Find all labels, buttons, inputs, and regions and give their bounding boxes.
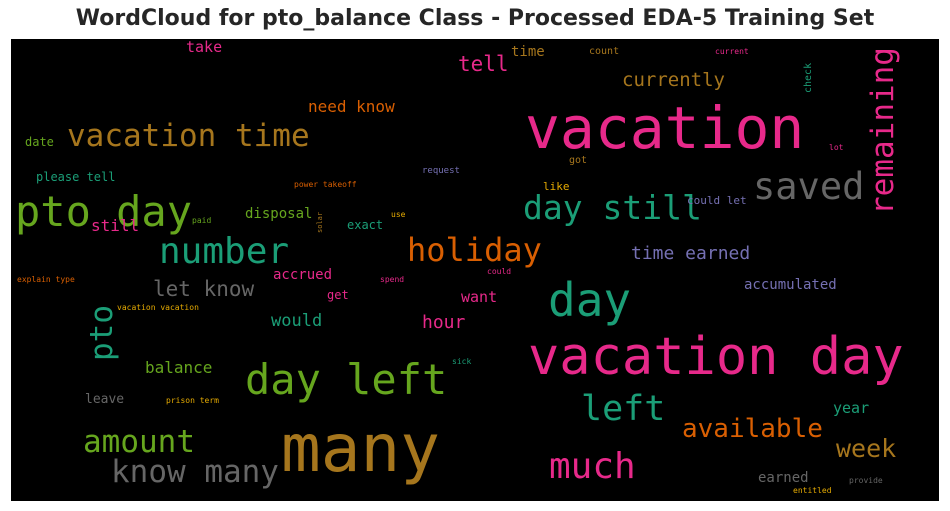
word-spend: spend <box>380 275 404 284</box>
word-balance: balance <box>145 358 212 377</box>
word-know-many: know many <box>111 454 279 490</box>
word-much: much <box>549 446 636 487</box>
word-time: time <box>511 44 545 60</box>
word-hour: hour <box>422 312 466 333</box>
word-currently: currently <box>622 69 725 91</box>
word-date: date <box>25 135 54 149</box>
word-power-takeoff: power takeoff <box>294 180 357 189</box>
word-got: got <box>569 155 587 166</box>
word-paid: paid <box>192 216 211 225</box>
word-please-tell: please tell <box>36 170 115 184</box>
word-request: request <box>422 166 460 176</box>
word-current: current <box>715 47 749 56</box>
word-vacation-time: vacation time <box>67 118 310 154</box>
wordcloud-canvas: many vacation vacation day day day left pto d… <box>11 39 939 501</box>
word-provide: provide <box>849 476 883 485</box>
word-lot: lot <box>829 143 844 152</box>
word-vacation: vacation <box>525 94 804 162</box>
word-need-know: need know <box>308 97 395 116</box>
word-could: could <box>487 267 511 276</box>
word-time-earned: time earned <box>631 243 750 264</box>
word-year: year <box>833 399 869 417</box>
word-like: like <box>543 180 570 193</box>
word-still: still <box>91 216 139 235</box>
word-solar: solar <box>316 212 324 233</box>
word-want: want <box>461 288 497 306</box>
word-tell: tell <box>458 52 509 76</box>
word-day-left: day left <box>245 355 447 404</box>
word-day-still: day still <box>523 188 702 227</box>
word-count: count <box>589 46 619 57</box>
word-holiday: holiday <box>407 231 542 269</box>
word-exact: exact <box>347 218 383 232</box>
word-vacation-day: vacation day <box>528 327 904 387</box>
word-vacation-vacation: vacation vacation <box>117 303 199 312</box>
word-earned: earned <box>758 470 809 486</box>
word-remaining: remaining <box>865 47 901 215</box>
word-use: use <box>391 210 406 219</box>
word-could-let: could let <box>687 194 747 207</box>
word-left: left <box>581 389 665 429</box>
word-entitled: entitled <box>793 486 832 495</box>
word-number: number <box>159 231 289 272</box>
word-many: many <box>281 410 440 487</box>
word-accrued: accrued <box>273 267 332 283</box>
word-sick: sick <box>452 357 471 366</box>
word-prison-term: prison term <box>166 396 219 405</box>
word-pto: pto <box>84 305 120 361</box>
word-day: day <box>548 273 631 327</box>
word-let-know: let know <box>153 277 255 301</box>
word-explain-type: explain type <box>17 275 75 284</box>
word-disposal: disposal <box>245 206 312 222</box>
word-check: check <box>803 63 814 93</box>
word-saved: saved <box>753 165 864 208</box>
word-get: get <box>327 288 349 302</box>
word-take: take <box>186 39 222 56</box>
word-would: would <box>271 311 322 331</box>
word-available: available <box>682 414 823 444</box>
word-accumulated: accumulated <box>744 277 837 293</box>
word-leave: leave <box>85 392 124 407</box>
chart-title: WordCloud for pto_balance Class - Proces… <box>75 6 875 31</box>
word-week: week <box>836 434 896 463</box>
word-amount: amount <box>83 424 195 460</box>
word-pto-day: pto day <box>15 187 192 236</box>
